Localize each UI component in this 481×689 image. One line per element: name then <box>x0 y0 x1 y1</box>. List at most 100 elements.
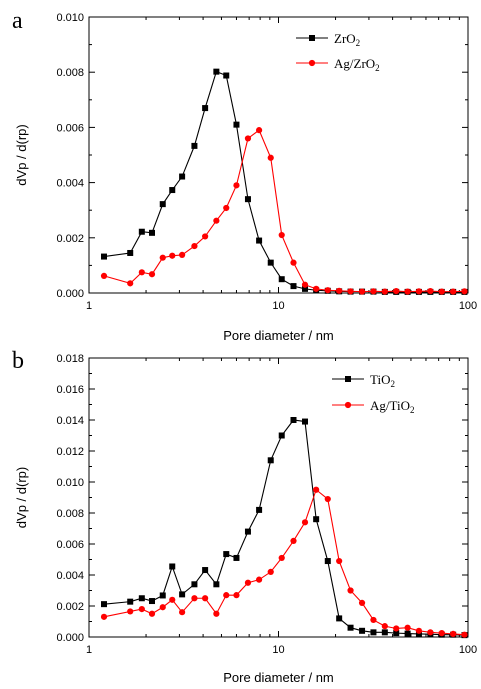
data-point <box>148 271 156 278</box>
data-point <box>302 418 309 425</box>
data-point <box>101 601 108 608</box>
data-point <box>427 287 434 295</box>
data-point <box>213 610 220 617</box>
y-tick-label: 0.012 <box>56 446 84 458</box>
data-point <box>138 595 145 602</box>
data-point <box>244 196 251 203</box>
data-point <box>138 228 145 235</box>
data-point <box>256 237 263 244</box>
data-point <box>278 276 285 283</box>
data-point <box>233 121 240 128</box>
data-point <box>404 630 411 637</box>
data-point <box>127 249 134 256</box>
series-line <box>103 488 465 636</box>
data-point <box>278 554 285 562</box>
panel-letter: a <box>12 8 23 34</box>
data-point <box>179 609 186 616</box>
data-point <box>358 288 366 295</box>
x-tick-label: 10 <box>272 644 284 656</box>
y-tick-label: 0.004 <box>56 570 84 582</box>
data-point <box>336 557 343 565</box>
y-tick-label: 0.004 <box>56 178 84 190</box>
data-point <box>213 581 220 588</box>
data-point <box>256 576 263 583</box>
data-point <box>148 598 155 605</box>
legend-entry: ZrO2 <box>296 31 360 48</box>
chart-panel-a: 0.000 0.002 0.004 0.006 0.008 0.010 1 10 100 Pore… <box>12 8 477 343</box>
data-point <box>101 253 108 260</box>
y-tick-label: 0.006 <box>56 539 84 551</box>
data-point <box>202 595 209 602</box>
y-tick-label: 0.014 <box>56 415 84 427</box>
data-point <box>127 608 134 615</box>
series-1 <box>100 486 468 638</box>
legend-entry: Ag/TiO2 <box>332 398 414 415</box>
data-point <box>159 604 166 611</box>
data-point <box>244 135 252 142</box>
data-point <box>267 568 274 576</box>
data-point <box>415 627 423 634</box>
data-point <box>438 288 445 295</box>
data-point <box>233 182 240 189</box>
x-tick-label: 100 <box>459 644 477 656</box>
data-point <box>358 599 366 607</box>
data-point <box>313 486 320 493</box>
data-point <box>159 254 166 261</box>
data-point <box>313 285 320 292</box>
data-point <box>169 596 176 603</box>
y-tick-label: 0.010 <box>56 12 84 24</box>
legend-marker <box>345 376 351 382</box>
data-point <box>213 217 220 224</box>
data-point <box>415 288 423 295</box>
y-tick-label: 0.018 <box>56 353 84 365</box>
legend-label: Ag/TiO2 <box>370 398 414 415</box>
y-tick-label: 0.002 <box>56 601 84 613</box>
data-point <box>290 283 297 290</box>
data-point <box>233 592 240 599</box>
data-point <box>450 288 457 295</box>
data-point <box>393 630 400 637</box>
y-tick-label: 0.016 <box>56 384 84 396</box>
data-point <box>301 519 309 526</box>
data-point <box>223 204 230 212</box>
y-axis-title: dVp / d(rp) <box>14 124 29 185</box>
data-point <box>370 288 377 295</box>
data-point <box>202 567 209 574</box>
legend-label: Ag/ZrO2 <box>334 56 380 73</box>
data-point <box>148 229 155 236</box>
data-point <box>324 495 331 503</box>
data-point <box>100 272 108 279</box>
y-axis-title: dVp / d(rp) <box>14 467 29 528</box>
data-point <box>202 105 209 112</box>
data-point <box>278 231 285 239</box>
x-tick-label: 100 <box>459 300 477 312</box>
data-point <box>404 288 411 295</box>
data-point <box>267 259 274 266</box>
legend-marker <box>344 401 352 409</box>
data-point <box>450 630 457 638</box>
data-point <box>461 631 468 638</box>
x-tick-label: 1 <box>86 644 92 656</box>
plot-frame <box>88 16 469 294</box>
chart-panel-b: 0.000 0.002 0.004 0.006 0.008 0.010 0.012 0.014… <box>12 348 477 685</box>
data-point <box>370 629 377 636</box>
x-tick-label: 1 <box>86 300 92 312</box>
y-tick-label: 0.006 <box>56 122 84 134</box>
y-tick-label: 0.000 <box>56 632 84 644</box>
data-point <box>347 288 354 295</box>
data-point <box>233 554 240 561</box>
series-line <box>103 419 465 636</box>
data-point <box>427 629 434 636</box>
data-point <box>438 630 445 637</box>
data-point <box>159 592 166 599</box>
plot-frame <box>88 357 469 638</box>
data-point <box>381 629 388 636</box>
legend-label: TiO2 <box>370 372 395 389</box>
data-point <box>256 506 263 513</box>
legend-marker <box>309 35 315 41</box>
data-point <box>127 280 134 287</box>
data-point <box>191 242 198 250</box>
data-point <box>313 516 320 523</box>
y-tick-label: 0.010 <box>56 477 84 489</box>
